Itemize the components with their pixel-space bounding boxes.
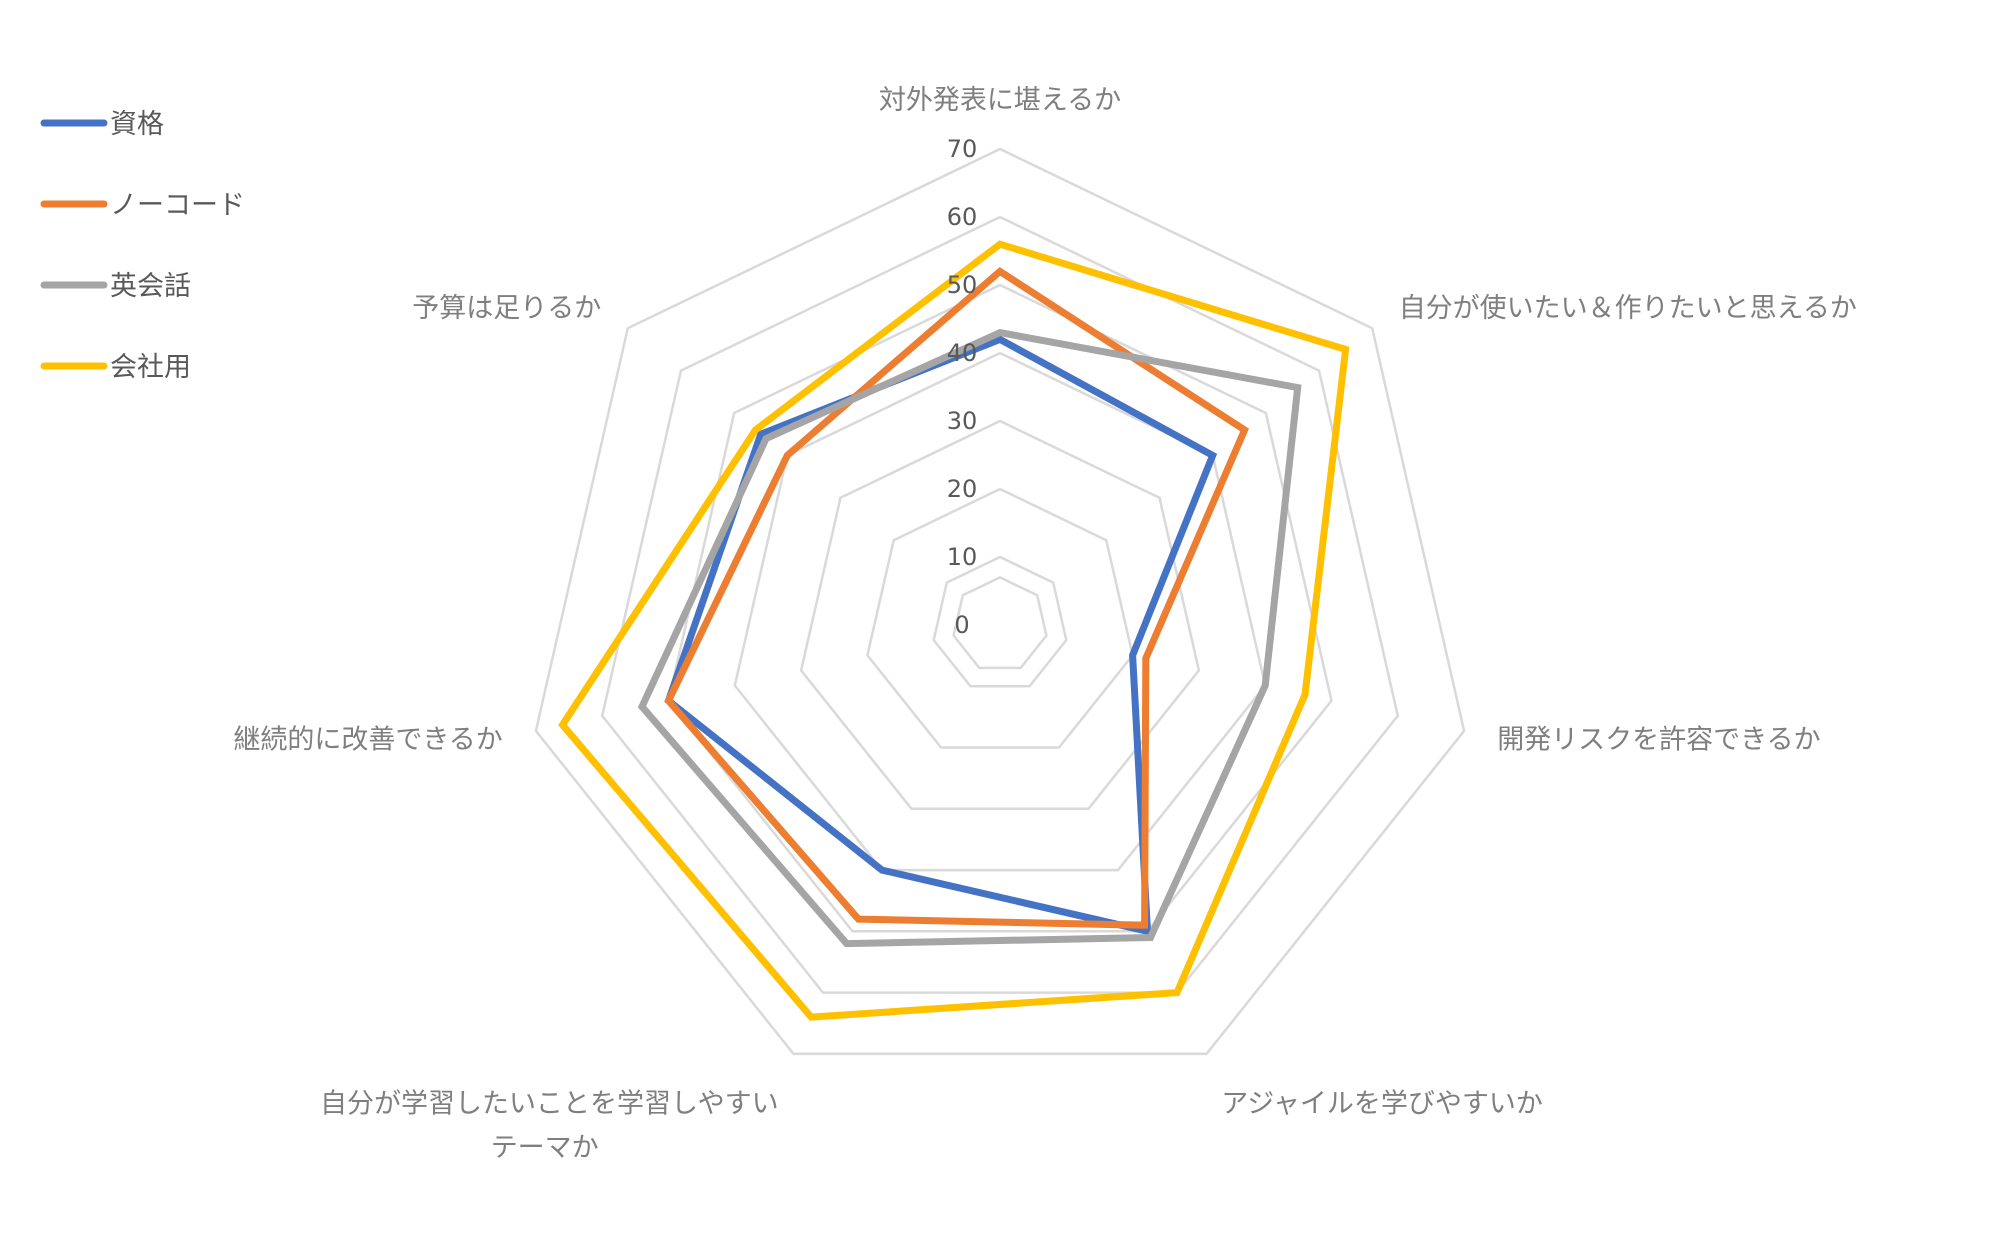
axis-label-2: 開発リスクを許容できるか <box>1497 725 1820 756</box>
tick-label-60: 60 <box>947 203 978 231</box>
tick-label-50: 50 <box>947 271 978 299</box>
grid-ring-20 <box>866 487 1134 749</box>
legend-label-3: 会社用 <box>110 352 191 383</box>
series-line-1 <box>664 267 1249 929</box>
series-line-0 <box>664 335 1218 936</box>
axis-label-layer: 対外発表に堪えるか自分が使いたい＆作りたいと思えるか開発リスクを許容できるかアジ… <box>233 85 1857 1164</box>
grid-ring-40 <box>733 351 1267 872</box>
tick-label-20: 20 <box>947 475 978 503</box>
legend-label-2: 英会話 <box>110 271 191 302</box>
grid-ring-0 <box>952 576 1048 670</box>
axis-label-3: アジャイルを学びやすいか <box>1221 1089 1543 1120</box>
axis-label-4: 自分が学習したいことを学習しやすいテーマか <box>320 1089 779 1164</box>
axis-label-1: 自分が使いたい＆作りたいと思えるか <box>1399 293 1857 324</box>
tick-layer: 0 10 20 30 40 50 60 70 <box>947 135 978 639</box>
axis-label-0: 対外発表に堪えるか <box>879 85 1121 116</box>
series-line-2 <box>637 328 1302 948</box>
grid-ring-60 <box>600 215 1400 994</box>
tick-label-0: 0 <box>954 611 969 639</box>
tick-label-10: 10 <box>947 543 978 571</box>
axis-label-6: 予算は足りるか <box>412 293 601 324</box>
tick-label-70: 70 <box>947 135 978 163</box>
axis-label-5: 継続的に改善できるか <box>233 725 502 756</box>
legend-label-0: 資格 <box>110 109 164 140</box>
tick-label-30: 30 <box>947 407 978 435</box>
grid-ring-70 <box>534 147 1466 1056</box>
grid-ring-30 <box>799 419 1201 811</box>
grid-ring-10 <box>932 555 1068 688</box>
grid-ring-50 <box>667 283 1333 933</box>
grid-layer <box>534 147 1466 1056</box>
series-line-3 <box>558 240 1350 1021</box>
tick-label-40: 40 <box>947 339 978 367</box>
legend-label-1: ノーコード <box>110 190 245 221</box>
series-layer <box>558 240 1350 1021</box>
